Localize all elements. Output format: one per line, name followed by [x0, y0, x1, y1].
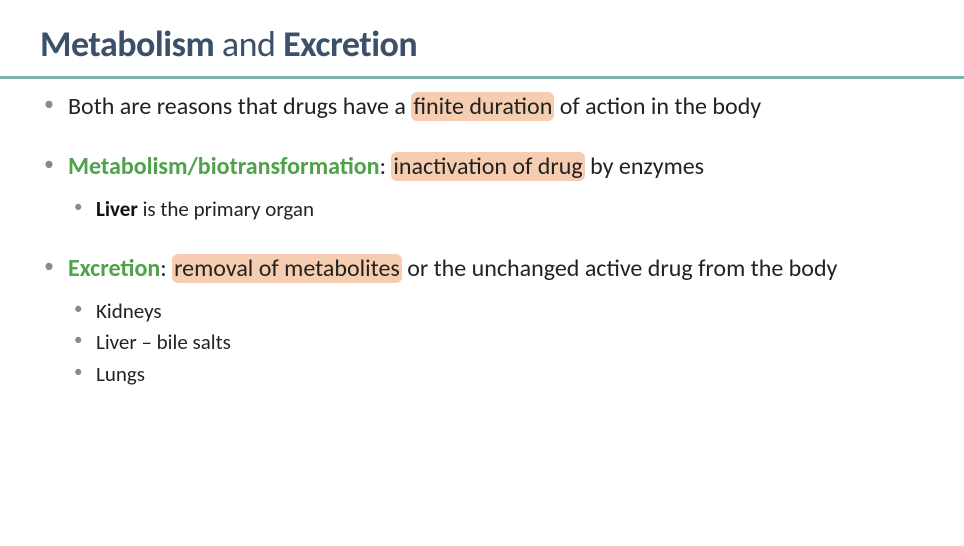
bullet-item: Both are reasons that drugs have a finit… — [40, 91, 924, 123]
text-segment: is the primary organ — [138, 196, 314, 222]
sub-bullet-item: Liver is the primary organ — [68, 194, 924, 226]
sub-bullet-item: Kidneys — [68, 296, 924, 328]
text-segment: Liver — [96, 196, 138, 222]
text-segment: of action in the body — [554, 92, 761, 121]
title-part-3: Excretion — [283, 22, 417, 66]
text-segment: or the unchanged active drug from the bo… — [402, 254, 838, 283]
slide-title: Metabolism and Excretion — [0, 22, 964, 70]
text-segment: : — [160, 254, 172, 283]
text-segment: finite duration — [411, 92, 554, 121]
bullet-item: Metabolism/biotransformation: inactivati… — [40, 151, 924, 225]
text-segment: by enzymes — [585, 152, 704, 181]
sub-bullet-list: Kidneys Liver – bile salts Lungs — [68, 296, 924, 391]
sub-bullet-item: Liver – bile salts — [68, 327, 924, 359]
slide-body: Both are reasons that drugs have a finit… — [0, 79, 964, 390]
text-segment: inactivation of drug — [391, 152, 584, 181]
bullet-item: Excretion: removal of metabolites or the… — [40, 253, 924, 390]
sub-bullet-list: Liver is the primary organ — [68, 194, 924, 226]
sub-bullet-item: Lungs — [68, 359, 924, 391]
text-segment: removal of metabolites — [172, 254, 402, 283]
text-segment: Excretion — [68, 254, 160, 283]
title-part-1: Metabolism — [40, 22, 214, 66]
bullet-list: Both are reasons that drugs have a finit… — [40, 91, 924, 390]
text-segment: Both are reasons that drugs have a — [68, 92, 411, 121]
text-segment: : — [380, 152, 392, 181]
text-segment: Kidneys — [96, 298, 162, 324]
text-segment: Metabolism/biotransformation — [68, 152, 380, 181]
title-part-2: and — [214, 22, 283, 66]
text-segment: Liver – bile salts — [96, 329, 231, 355]
text-segment: Lungs — [96, 361, 145, 387]
slide: Metabolism and Excretion Both are reason… — [0, 0, 964, 546]
